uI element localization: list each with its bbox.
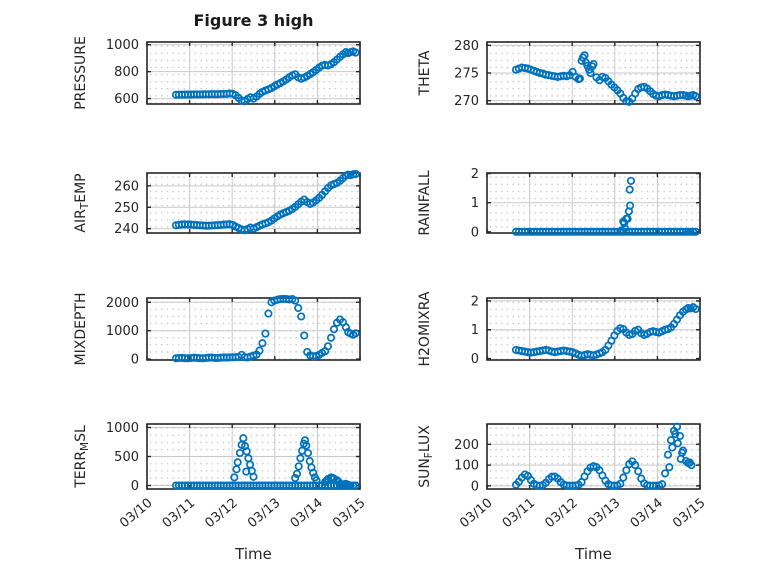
scatter-series-terr_msl — [171, 434, 360, 490]
y-axis-label-pressure: PRESSURE — [73, 36, 89, 110]
scatter-series-air_temp — [171, 169, 360, 235]
y-tick-label: 200 — [454, 438, 479, 453]
scatter-series-mixdepth — [171, 294, 360, 363]
scatter-series-h2omixra — [511, 303, 700, 360]
y-tick-label: 2000 — [106, 296, 139, 311]
y-tick-label: 2 — [471, 167, 479, 182]
x-tick-label: 03/14 — [628, 496, 666, 532]
subplot-rainfall: 0 1 2 RAINFALL — [417, 167, 701, 240]
y-axis-label-theta: THETA — [417, 50, 433, 96]
x-tick-label: 03/15 — [330, 496, 368, 532]
subplot-pressure: 600 800 1000 PRESSURE — [73, 36, 361, 110]
y-tick-label: 240 — [114, 222, 139, 237]
y-tick-label: 100 — [454, 459, 479, 474]
y-tick-label: 250 — [114, 201, 139, 216]
subplot-mixdepth: 0 1000 2000 MIXDEPTH — [73, 293, 361, 368]
y-tick-label: 1 — [471, 196, 479, 211]
scatter-series-theta — [511, 51, 700, 106]
x-tick-label: 03/15 — [670, 496, 708, 532]
x-axis-label: Time — [574, 545, 612, 563]
y-axis-label-sun_flux: SUNFLUX — [417, 425, 435, 488]
figure-title: Figure 3 high — [193, 11, 314, 30]
scatter-series-sun_flux — [511, 422, 696, 490]
major-grid — [147, 298, 360, 360]
y-tick-label: 600 — [114, 92, 139, 107]
y-axis-label-air_temp: AIRTEMP — [73, 173, 91, 232]
y-axis-label-terr_msl: TERRMSL — [73, 425, 91, 489]
y-axis-label-h2omixra: H2OMIXRA — [417, 291, 433, 366]
y-tick-label: 0 — [471, 479, 479, 494]
x-tick-label: 03/14 — [288, 496, 326, 532]
major-grid — [487, 173, 700, 233]
subplot-h2omixra: 0 1 2 H2OMIXRA — [417, 291, 701, 367]
x-tick-label: 03/13 — [245, 496, 283, 532]
axes-box — [486, 41, 701, 105]
y-tick-label: 1000 — [106, 421, 139, 436]
y-tick-label: 800 — [114, 65, 139, 80]
x-tick-label: 03/13 — [585, 496, 623, 532]
x-tick-label: 03/10 — [457, 496, 495, 532]
y-tick-label: 500 — [114, 450, 139, 465]
subplot-terr_msl: 0 500 1000 TERRMSL 03/10 03/11 03/12 03/13 03/14… — [73, 421, 369, 563]
subplot-sun_flux: 0 100 200 SUNFLUX 03/10 03/11 03/12 03/13 03/14 0… — [417, 422, 709, 563]
axes-box — [146, 172, 361, 234]
x-tick-label: 03/11 — [500, 496, 538, 532]
y-tick-label: 2 — [471, 294, 479, 309]
y-tick-label: 1000 — [106, 38, 139, 53]
x-axis-label: Time — [234, 545, 272, 563]
x-tick-label: 03/12 — [542, 496, 580, 532]
axes-box — [486, 297, 701, 361]
axes-box — [486, 423, 701, 490]
subplot-theta: 270 275 280 THETA — [417, 39, 701, 109]
y-tick-label: 0 — [471, 352, 479, 367]
axes-box — [146, 41, 361, 105]
x-tick-label: 03/12 — [202, 496, 240, 532]
scatter-series-rainfall — [511, 176, 700, 236]
scatter-series-pressure — [171, 47, 360, 106]
y-tick-label: 1000 — [106, 324, 139, 339]
y-tick-label: 0 — [131, 353, 139, 368]
subplot-air_temp: 240 250 260 AIRTEMP — [73, 169, 361, 237]
y-tick-label: 0 — [131, 479, 139, 494]
y-tick-label: 275 — [454, 67, 479, 82]
y-tick-label: 280 — [454, 39, 479, 54]
y-axis-label-rainfall: RAINFALL — [417, 170, 433, 235]
x-tick-label: 03/10 — [117, 496, 155, 532]
y-tick-label: 1 — [471, 323, 479, 338]
y-axis-label-mixdepth: MIXDEPTH — [73, 293, 89, 366]
y-tick-label: 0 — [471, 225, 479, 240]
x-tick-label: 03/11 — [160, 496, 198, 532]
y-tick-label: 270 — [454, 94, 479, 109]
y-tick-label: 260 — [114, 179, 139, 194]
